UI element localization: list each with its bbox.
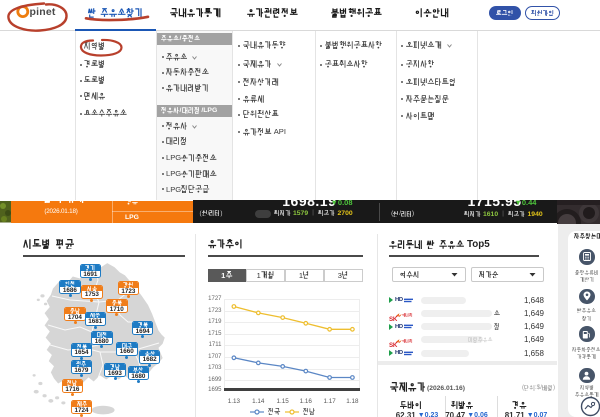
svg-text:SK: SK [389,316,398,322]
svg-text:SK: SK [389,342,398,348]
